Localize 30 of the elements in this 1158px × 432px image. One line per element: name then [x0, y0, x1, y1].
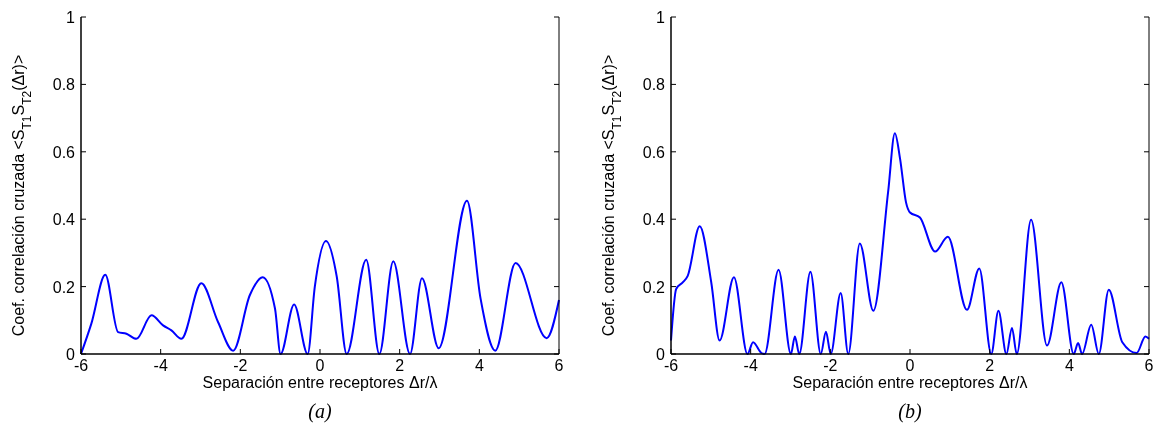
- y-tick-label: 1: [66, 9, 76, 26]
- y-tick-label: 0.4: [642, 211, 666, 229]
- x-tick-label: 4: [1064, 357, 1074, 374]
- x-axis-title: Separación entre receptores Δr/λ: [202, 374, 438, 391]
- x-tick-label: 6: [554, 357, 564, 374]
- y-tick-label: 0.2: [52, 278, 76, 296]
- x-tick-label: 2: [395, 357, 405, 374]
- text: (b): [898, 400, 922, 423]
- x-tick-label: -2: [823, 357, 838, 374]
- text: (a): [308, 400, 332, 423]
- y-tick-label: 0.6: [52, 143, 76, 161]
- x-tick-label: -2: [233, 357, 248, 374]
- y-tick-label: 0.8: [642, 76, 666, 94]
- y-tick-label: 0.2: [642, 278, 666, 296]
- x-tick-label: 6: [1144, 357, 1154, 374]
- y-tick-label: 0.4: [52, 211, 76, 229]
- y-tick-label: 0.8: [52, 76, 76, 94]
- x-tick-label: -4: [153, 357, 168, 374]
- x-tick-label: -6: [663, 357, 679, 374]
- x-tick-label: -4: [743, 357, 758, 374]
- x-tick-label: 2: [985, 357, 995, 374]
- x-axis-title: Separación entre receptores Δr/λ: [792, 374, 1028, 391]
- x-tick-label: 0: [315, 357, 325, 374]
- y-tick-label: 0: [66, 346, 76, 363]
- y-tick-label: 0.6: [642, 143, 666, 161]
- y-tick-label: 0: [656, 346, 666, 363]
- y-tick-label: 1: [656, 9, 666, 26]
- x-tick-label: 0: [905, 357, 915, 374]
- x-tick-label: -6: [73, 357, 89, 374]
- x-tick-label: 4: [474, 357, 484, 374]
